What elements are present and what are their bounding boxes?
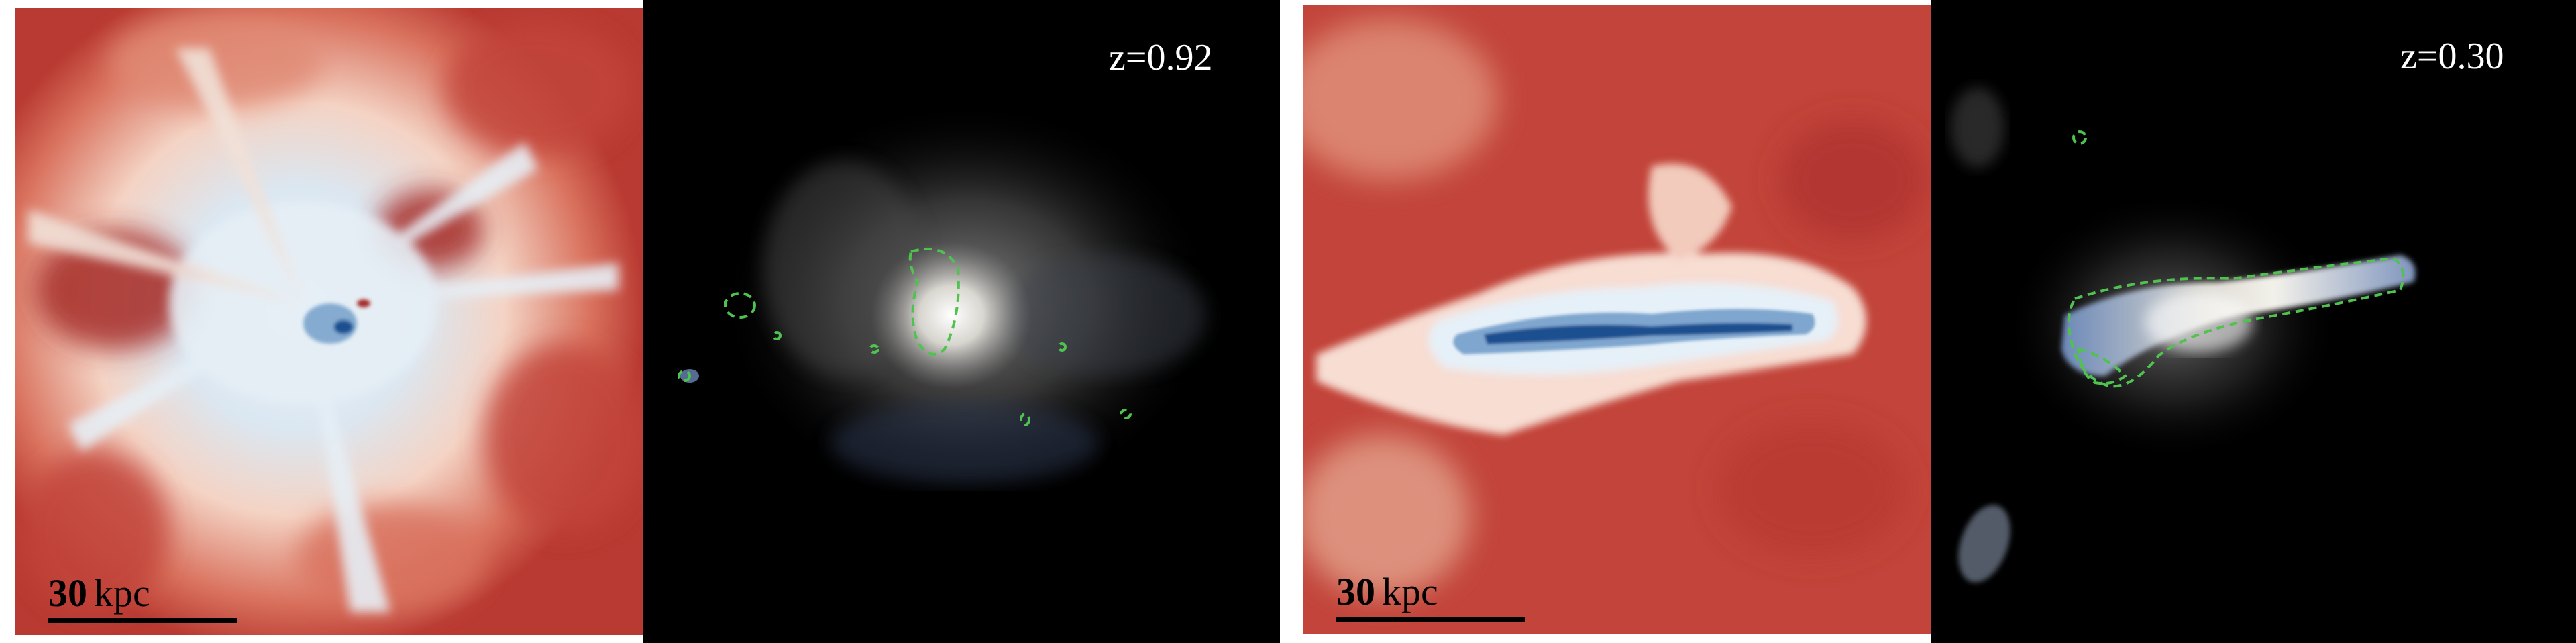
gas-temperature-map-right: 30 kpc [1303,5,1931,634]
scale-bar-left: 30 kpc [48,574,250,623]
gas-temperature-map-left: 30 kpc [15,8,643,635]
contour-lines-left [678,247,1132,426]
stellar-image-right: z=0.30 [1931,0,2576,643]
stellar-image-svg-right [1951,87,2416,583]
scale-value-left: 30 [48,571,87,615]
redshift-label-right: z=0.30 [2400,36,2504,77]
scale-unit-right: kpc [1382,570,1438,613]
stellar-image-svg-left [678,101,1216,503]
stellar-image-left: z=0.92 [643,0,1280,643]
scale-bar-line-right [1336,617,1525,622]
scale-bar-line-left [48,618,237,623]
scale-label-right: 30 kpc [1336,573,1538,611]
scale-unit-left: kpc [94,571,150,615]
gas-map-image-left [15,8,643,635]
gas-map-image-right [1303,5,1931,634]
scale-value-right: 30 [1336,570,1375,613]
scale-bar-right: 30 kpc [1336,573,1538,622]
scale-label-left: 30 kpc [48,574,250,613]
redshift-label-left: z=0.92 [1109,37,1213,79]
contour-lines-right [2068,130,2405,388]
